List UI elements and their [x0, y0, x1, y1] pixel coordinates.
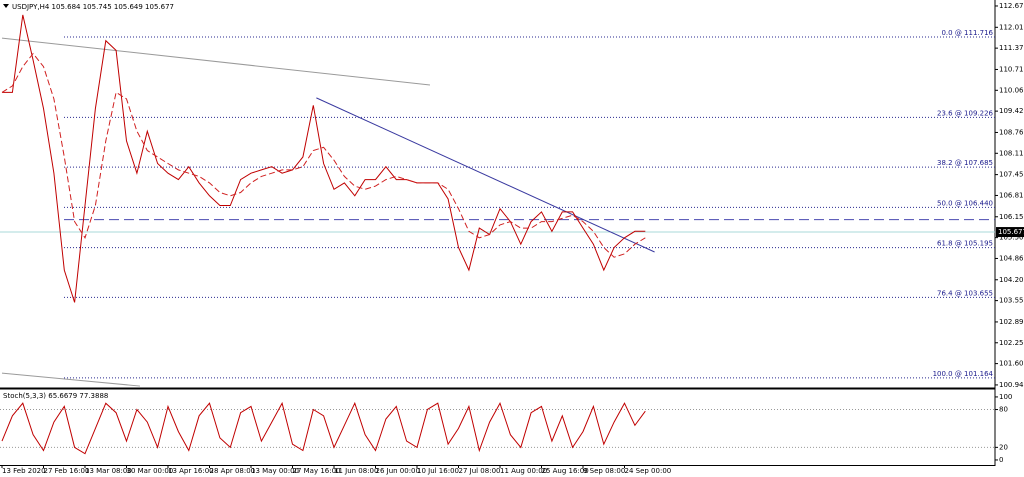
- trend-line: [1, 37, 431, 86]
- y-tick-label: 109.420: [999, 107, 1024, 115]
- x-tick-label: 13 Apr 16:00: [168, 467, 214, 475]
- y-tick-label: 100: [999, 393, 1012, 401]
- price-line: [1, 52, 646, 258]
- y-tick-label: 108.115: [999, 149, 1024, 157]
- y-tick-label: 102.250: [999, 339, 1024, 347]
- x-tick-label: 13 May 00:00: [251, 467, 299, 475]
- x-tick-label: 11 Jun 08:00: [334, 467, 378, 475]
- last-price-label: 105.677: [998, 228, 1024, 236]
- y-tick-label: 104.200: [999, 276, 1024, 284]
- y-tick-label: 110.065: [999, 86, 1024, 94]
- x-tick-label: 13 Feb 2020: [2, 467, 46, 475]
- y-tick-label: 112.015: [999, 23, 1024, 31]
- chart-title: USDJPY,H4 105.684 105.745 105.649 105.67…: [12, 3, 174, 11]
- x-tick-label: 10 Jul 16:00: [417, 467, 459, 475]
- y-tick-label: 105.505: [999, 234, 1024, 242]
- y-tick-label: 0: [999, 456, 1003, 464]
- y-tick-label: 110.710: [999, 65, 1024, 73]
- y-tick-label: 108.760: [999, 128, 1024, 136]
- x-tick-label: 28 Apr 08:00: [210, 467, 256, 475]
- y-tick-label: 106.150: [999, 213, 1024, 221]
- y-tick-label: 100.945: [999, 381, 1024, 389]
- y-tick-label: 104.860: [999, 254, 1024, 262]
- x-tick-label: 26 Jun 00:00: [376, 467, 420, 475]
- x-tick-label: 9 Sep 08:00: [583, 467, 625, 475]
- x-tick-label: 30 Mar 00:00: [127, 467, 174, 475]
- y-tick-label: 112.675: [999, 2, 1024, 10]
- y-tick-label: 101.605: [999, 360, 1024, 368]
- x-tick-label: 27 Feb 16:00: [44, 467, 90, 475]
- x-tick-label: 24 Sep 00:00: [625, 467, 672, 475]
- x-tick-label: 25 Aug 16:00: [542, 467, 589, 475]
- x-tick-label: 27 May 16:00: [293, 467, 341, 475]
- y-tick-label: 103.555: [999, 297, 1024, 305]
- fib-label: 76.4 @ 103.655: [937, 289, 993, 297]
- y-tick-label: 20: [999, 443, 1008, 451]
- x-tick-label: 11 Aug 00:00: [500, 467, 547, 475]
- trend-line: [316, 97, 655, 253]
- price-line: [1, 401, 646, 455]
- stoch-title: Stoch(5,3,3) 65.6679 77.3888: [3, 392, 108, 400]
- price-line: [2, 14, 646, 303]
- menu-arrow: [3, 4, 9, 8]
- y-tick-label: 107.455: [999, 171, 1024, 179]
- y-tick-label: 80: [999, 406, 1008, 414]
- x-tick-label: 13 Mar 08:00: [85, 467, 132, 475]
- fib-label: 50.0 @ 106.440: [937, 199, 993, 207]
- fib-label: 0.0 @ 111.716: [941, 29, 993, 37]
- fib-label: 100.0 @ 101.164: [933, 370, 994, 378]
- y-tick-label: 111.370: [999, 44, 1024, 52]
- fib-label: 61.8 @ 105.195: [937, 240, 993, 248]
- trend-line: [1, 372, 141, 387]
- fib-label: 23.6 @ 109.226: [937, 109, 994, 117]
- x-tick-label: 27 Jul 08:00: [459, 467, 501, 475]
- last-price-box: [996, 227, 1024, 238]
- y-tick-label: 102.895: [999, 318, 1024, 326]
- fib-label: 38.2 @ 107.685: [937, 159, 993, 167]
- y-tick-label: 106.810: [999, 191, 1024, 199]
